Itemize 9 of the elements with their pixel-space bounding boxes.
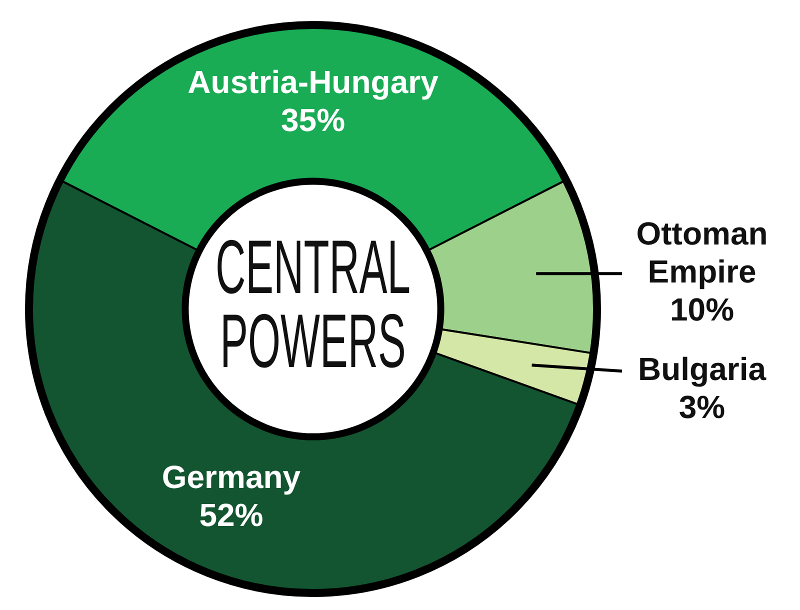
slice-label: Ottoman Empire <box>636 215 768 290</box>
slice-label: Bulgaria <box>638 351 766 388</box>
data-label: 10% <box>670 291 734 328</box>
data-label: 3% <box>678 389 726 426</box>
slice-label: Germany <box>162 458 301 495</box>
slice-label: Austria-Hungary <box>188 64 439 100</box>
data-label: 35% <box>280 102 346 138</box>
text: CENTRAL POWERS <box>215 224 411 384</box>
data-label: 52% <box>199 496 264 533</box>
